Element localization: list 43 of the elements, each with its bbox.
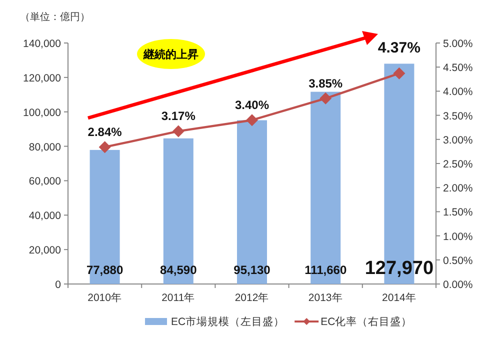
data-label: 3.85% [308, 76, 343, 90]
point [320, 92, 332, 104]
data-label: 3.40% [234, 98, 270, 112]
y2-tick-label: 1.50% [443, 206, 473, 219]
point [393, 67, 406, 80]
y2-tick-label: 3.00% [443, 134, 473, 146]
annotation: 継続的上昇 [142, 48, 198, 61]
y2-tick-label: 4.50% [443, 62, 473, 74]
data-label: 95,130 [234, 263, 271, 277]
y-tick-label: 100,000 [23, 106, 62, 119]
text: （単位：億円） [20, 11, 90, 23]
y-tick-label: 60,000 [28, 176, 62, 188]
data-label: 84,590 [160, 263, 198, 277]
data-label: 77,880 [86, 263, 124, 277]
point [246, 114, 258, 126]
data-label: 2.84% [88, 125, 122, 140]
x-tick-label: 2011年 [162, 292, 196, 304]
data-label: 127,970 [364, 258, 434, 279]
y2-tick-label: 3.50% [443, 110, 473, 122]
y2-tick-label: 5.00% [443, 38, 473, 50]
y2-tick-label: 4.00% [443, 86, 473, 98]
y-tick-label: 0 [55, 279, 62, 291]
data-label: 3.17% [161, 109, 196, 124]
x-tick-label: 2010年 [88, 292, 122, 304]
y-tick-label: 20,000 [28, 244, 62, 257]
x-tick-label: 2013年 [308, 292, 343, 304]
legend-label: EC化率（右目盛） [320, 315, 412, 328]
y2-tick-label: 0.50% [443, 254, 473, 267]
legend-label: EC市場規模（左目盛） [171, 315, 285, 328]
x-tick-label: 2014年 [382, 292, 416, 304]
y-tick-label: 120,000 [23, 72, 62, 84]
y2-tick-label: 2.50% [443, 158, 473, 170]
y-tick-label: 140,000 [23, 38, 62, 50]
point [98, 141, 111, 154]
y2-tick-label: 1.00% [443, 230, 473, 243]
y2-tick-label: 0.00% [443, 279, 473, 291]
data-label: 4.37% [378, 39, 420, 56]
y-tick-label: 40,000 [28, 210, 62, 222]
x-tick-label: 2012年 [234, 292, 270, 304]
y-tick-label: 80,000 [28, 141, 62, 154]
point [172, 125, 184, 138]
y2-tick-label: 2.00% [443, 182, 473, 195]
data-label: 111,660 [304, 263, 347, 277]
